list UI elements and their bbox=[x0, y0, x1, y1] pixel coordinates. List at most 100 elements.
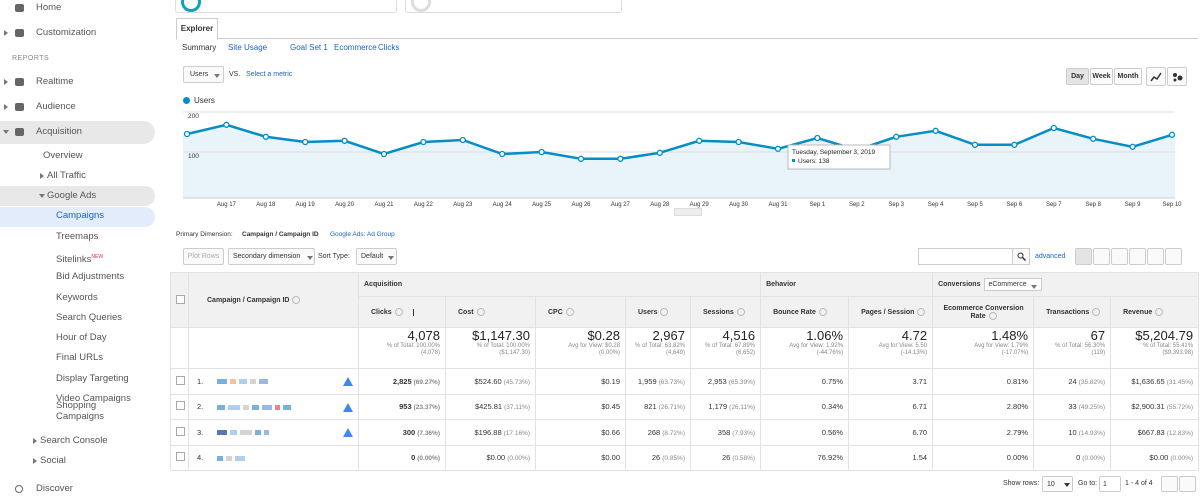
goto-label: Go to: bbox=[1078, 480, 1098, 487]
column-header[interactable]: Cost bbox=[445, 296, 536, 328]
nav-item[interactable]: Discover bbox=[36, 483, 73, 494]
nav-item[interactable]: Audience bbox=[36, 101, 76, 112]
column-header[interactable]: Pages / Session bbox=[848, 296, 934, 328]
view-button[interactable] bbox=[1165, 248, 1182, 265]
column-header[interactable]: Sessions bbox=[689, 296, 762, 328]
nav-highlight bbox=[0, 207, 155, 227]
help-icon bbox=[565, 308, 574, 316]
cell-percent: (0.85%) bbox=[662, 455, 685, 463]
cell-value: 1,179 bbox=[708, 402, 728, 412]
explorer-tab[interactable]: Explorer bbox=[176, 18, 218, 40]
advanced-link[interactable]: advanced bbox=[1035, 253, 1066, 260]
column-label: Ecommerce Conversion Rate bbox=[943, 304, 1024, 320]
card-icon bbox=[181, 0, 201, 12]
select-metric[interactable]: Select a metric bbox=[246, 71, 293, 78]
redacted-name bbox=[243, 404, 249, 410]
show-rows-select[interactable]: 10 bbox=[1042, 476, 1073, 492]
nav-item[interactable]: Hour of Day bbox=[56, 332, 107, 343]
checkbox[interactable] bbox=[176, 426, 185, 436]
view-button[interactable] bbox=[1147, 248, 1164, 265]
nav-item[interactable]: Overview bbox=[43, 150, 83, 161]
primary-dimension[interactable]: Campaign / Campaign ID bbox=[242, 231, 319, 238]
secondary-dimension[interactable]: Secondary dimension bbox=[228, 248, 315, 265]
nav-item[interactable]: Shopping Campaigns bbox=[56, 400, 105, 422]
dimension-cell: 1. bbox=[188, 368, 359, 395]
column-header[interactable]: Transactions bbox=[1033, 296, 1112, 328]
nav-item[interactable]: Google Ads bbox=[47, 190, 97, 201]
subtab[interactable]: Clicks bbox=[378, 43, 400, 52]
redacted-name bbox=[217, 379, 227, 385]
subtab[interactable]: Ecommerce bbox=[334, 43, 377, 52]
nav-item[interactable]: Final URLs bbox=[56, 352, 103, 363]
nav-item[interactable]: Keywords bbox=[56, 292, 98, 303]
motion-chart-button[interactable] bbox=[1167, 67, 1187, 86]
metric-dropdown[interactable]: Users bbox=[183, 66, 224, 83]
view-button[interactable] bbox=[1129, 248, 1146, 265]
nav-item[interactable]: Display Targeting bbox=[56, 373, 129, 384]
nav-item[interactable]: Video Campaigns bbox=[56, 393, 131, 404]
data-cell: $667.83 (12.83%) bbox=[1110, 419, 1200, 446]
data-row: 1. 2,825 (69.27%) $524.60 (45.73%) $0.19 1,959… bbox=[170, 368, 1200, 395]
nav-item[interactable]: SitelinksNEW bbox=[56, 254, 104, 266]
nav-item[interactable]: Social bbox=[40, 455, 66, 466]
checkbox-cell bbox=[170, 368, 189, 395]
subtab[interactable]: Site Usage bbox=[228, 43, 268, 52]
total-cell: 2,967% of Total: 63.82% (4,649) bbox=[625, 327, 691, 369]
column-header[interactable]: Clicks bbox=[358, 296, 446, 328]
column-header[interactable]: CPC bbox=[535, 296, 626, 328]
total-cell: $5,204.79% of Total: 55.41% ($9,393.98) bbox=[1110, 327, 1200, 369]
period-button[interactable]: Day bbox=[1066, 68, 1089, 85]
alt-dimension[interactable]: Google Ads: Ad Group bbox=[330, 231, 395, 238]
redacted-name bbox=[240, 430, 252, 436]
period-button[interactable]: Month bbox=[1114, 68, 1142, 85]
nav-item[interactable]: Treemaps bbox=[56, 231, 99, 242]
column-header[interactable]: Ecommerce Conversion Rate bbox=[932, 296, 1035, 328]
total-sub: % of Total: 63.82% bbox=[635, 343, 685, 349]
data-cell: 0.34% bbox=[760, 393, 850, 420]
checkbox[interactable] bbox=[176, 452, 185, 462]
checkbox[interactable] bbox=[176, 294, 185, 304]
checkbox[interactable] bbox=[176, 375, 185, 385]
x-tick-label: Sep 9 bbox=[1125, 202, 1141, 208]
conversions-select[interactable]: eCommerce bbox=[984, 278, 1042, 291]
view-button[interactable] bbox=[1111, 248, 1128, 265]
y-tick-label: 100 bbox=[188, 153, 199, 160]
column-header[interactable]: Users bbox=[625, 296, 691, 328]
nav-item[interactable]: Realtime bbox=[36, 76, 74, 87]
next-button[interactable] bbox=[1179, 476, 1196, 492]
nav-item[interactable]: Customization bbox=[36, 27, 97, 38]
help-icon bbox=[1155, 308, 1164, 316]
search-button[interactable] bbox=[1012, 248, 1030, 265]
nav-item[interactable]: Acquisition bbox=[36, 126, 82, 137]
nav-item[interactable]: Search Queries bbox=[56, 312, 123, 323]
goto-input[interactable]: 1 bbox=[1099, 476, 1121, 492]
expand-arrow bbox=[3, 130, 9, 134]
column-header[interactable]: Bounce Rate bbox=[760, 296, 850, 328]
data-cell: 1.54 bbox=[848, 444, 934, 471]
period-button[interactable]: Week bbox=[1090, 68, 1113, 85]
sort-dropdown[interactable]: Default bbox=[356, 248, 397, 265]
view-button[interactable] bbox=[1093, 248, 1110, 265]
column-label: CPC bbox=[548, 308, 563, 316]
column-header[interactable]: Revenue bbox=[1110, 296, 1200, 328]
prev-button[interactable] bbox=[1161, 476, 1178, 492]
subtab[interactable]: Goal Set 1 bbox=[290, 43, 328, 52]
nav-item[interactable]: Home bbox=[36, 2, 62, 13]
column-label: Sessions bbox=[703, 308, 734, 316]
nav-item[interactable]: Bid Adjustments bbox=[56, 271, 125, 282]
total-cell: 4.72 Avg for View: 5.50 (-14.13%) bbox=[848, 327, 934, 369]
point bbox=[696, 137, 703, 144]
report-table: Campaign / Campaign ID Acquisition Behavio… bbox=[170, 272, 1200, 471]
cell-value: 1.54 bbox=[912, 453, 928, 463]
line-chart-button[interactable] bbox=[1146, 67, 1166, 86]
resize-handle[interactable] bbox=[674, 208, 702, 216]
subtab[interactable]: Summary bbox=[182, 43, 217, 52]
data-cell: 0.75% bbox=[760, 368, 850, 395]
nav-item[interactable]: Campaigns bbox=[56, 210, 105, 221]
nav-item[interactable]: All Traffic bbox=[47, 170, 86, 181]
point bbox=[223, 121, 230, 128]
cell-value: $1,636.65 bbox=[1131, 376, 1165, 386]
checkbox[interactable] bbox=[176, 401, 185, 411]
view-button[interactable] bbox=[1075, 248, 1092, 265]
nav-item[interactable]: Search Console bbox=[40, 435, 108, 446]
